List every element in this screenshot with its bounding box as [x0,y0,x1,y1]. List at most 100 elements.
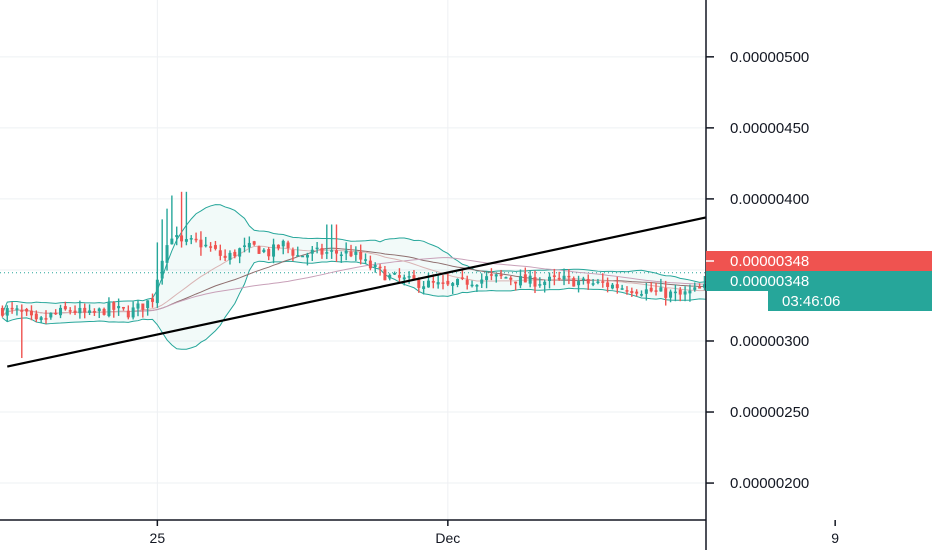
candle-body [678,289,682,295]
candle-body [25,309,29,312]
candle-body [291,249,295,256]
trendline-layer[interactable] [7,189,833,368]
candle-body [39,317,43,320]
candle-body [615,284,619,289]
candle-body [78,307,82,314]
price-tag-label: 03:46:06 [782,293,840,310]
candle-body [528,275,532,284]
candlestick [155,242,159,308]
candle-body [112,302,116,310]
candlestick [218,244,222,261]
candlestick [262,248,266,254]
candlestick [20,304,24,359]
candlestick [184,191,188,246]
candlestick [533,270,537,294]
candle-body [160,260,164,279]
time-tick-label: Dec [435,530,460,546]
candlestick [378,264,382,276]
time-tick-label: 25 [150,530,166,546]
candle-body [368,260,372,269]
candle-body [601,281,605,283]
bollinger-bands [1,204,773,350]
candlestick [44,310,48,324]
candle-body [310,249,314,254]
candle-body [252,241,256,245]
candlestick [73,305,77,316]
candle-body [170,238,174,245]
candle-body [577,281,581,286]
candle-body [518,276,522,286]
candlestick [688,284,692,302]
candlestick [388,273,392,281]
candle-body [0,307,4,316]
candle-body [485,276,489,281]
candle-body [659,287,663,292]
price-tick-label: 0.00000250 [730,404,809,421]
candle-body [199,239,203,248]
price-tag-countdown: 03:46:06 [768,291,932,311]
candlestick [644,282,648,301]
candle-body [383,269,387,281]
candlestick [393,271,397,276]
candlestick [78,300,82,319]
candle-body [591,283,595,285]
trendline[interactable] [7,189,833,368]
candle-body [359,251,363,260]
candle-body [97,308,101,312]
candle-body [470,284,474,287]
candle-body [402,277,406,280]
bollinger-upper [1,204,773,314]
candlestick [112,301,116,318]
candle-body [262,249,266,252]
candlestick [422,280,426,295]
candle-body [320,248,324,255]
candle-body [654,290,658,292]
candle-body [126,310,130,318]
candlestick [146,300,150,316]
candle-body [417,279,421,288]
candle-body [73,310,77,314]
candlestick [330,224,334,259]
candlestick [0,305,4,318]
candle-body [388,274,392,279]
candle-body [412,275,416,280]
candlestick [107,297,111,318]
candle-body [68,310,72,312]
candle-body [141,303,145,310]
price-tick-label: 0.00000400 [730,191,809,208]
candle-body [514,281,518,284]
candle-body [509,277,513,280]
candlestick [364,253,368,265]
candlestick [485,270,489,289]
time-axis[interactable]: 25 Dec 9 [0,519,839,546]
candlestick [160,219,164,285]
candle-body [281,240,285,247]
candle-body [339,254,343,257]
price-tag-last-price: 0.00000348 [706,251,932,271]
candlestick [334,224,338,262]
time-tick-label: 9 [831,530,839,546]
candlestick [10,302,14,314]
candle-body [552,275,556,277]
candlestick [664,280,668,306]
candlestick [514,281,518,291]
candle-body [102,308,106,315]
candle-body [15,308,19,310]
candlestick [5,305,9,322]
candle-body [465,279,469,285]
candlestick [436,274,440,289]
candle-body [446,280,450,285]
candlestick [88,304,92,316]
candlestick [49,312,53,320]
candlestick [625,286,629,295]
candle-body [305,254,309,258]
candle-body [117,306,121,309]
candle-body [596,281,600,283]
candle-body [635,291,639,294]
candle-body [165,245,169,263]
candle-body [267,249,271,257]
candle-body [151,298,155,302]
candlestick [615,276,619,294]
